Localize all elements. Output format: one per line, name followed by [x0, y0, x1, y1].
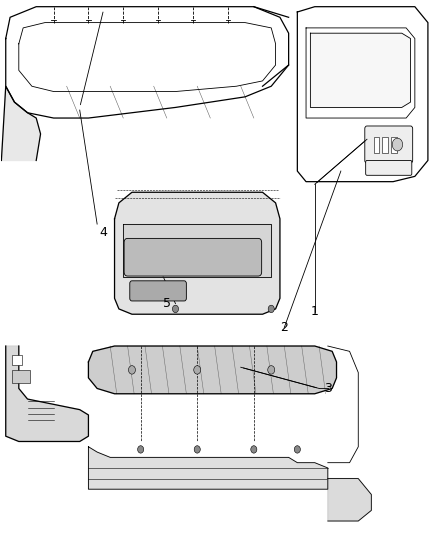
Circle shape: [138, 446, 144, 453]
Circle shape: [392, 138, 403, 151]
Polygon shape: [115, 192, 280, 314]
Polygon shape: [311, 33, 410, 108]
FancyBboxPatch shape: [366, 160, 412, 175]
Circle shape: [294, 446, 300, 453]
Circle shape: [268, 366, 275, 374]
Text: 2: 2: [280, 321, 288, 334]
Circle shape: [173, 305, 179, 313]
Circle shape: [128, 366, 135, 374]
Bar: [12, 370, 30, 383]
Circle shape: [268, 305, 274, 313]
Polygon shape: [123, 224, 271, 277]
Bar: [391, 136, 396, 152]
Text: 4: 4: [100, 225, 108, 239]
Polygon shape: [1, 86, 41, 160]
FancyBboxPatch shape: [365, 126, 413, 163]
Circle shape: [251, 446, 257, 453]
Circle shape: [194, 366, 201, 374]
FancyBboxPatch shape: [124, 238, 261, 276]
Bar: [382, 136, 388, 152]
Polygon shape: [328, 479, 371, 521]
Polygon shape: [88, 447, 328, 489]
Polygon shape: [88, 346, 336, 394]
Bar: [374, 136, 379, 152]
Text: 5: 5: [163, 297, 171, 310]
Text: 3: 3: [324, 382, 332, 395]
Bar: [12, 355, 22, 365]
Polygon shape: [6, 346, 88, 441]
Text: 1: 1: [311, 305, 319, 318]
FancyBboxPatch shape: [130, 281, 186, 301]
Circle shape: [194, 446, 200, 453]
